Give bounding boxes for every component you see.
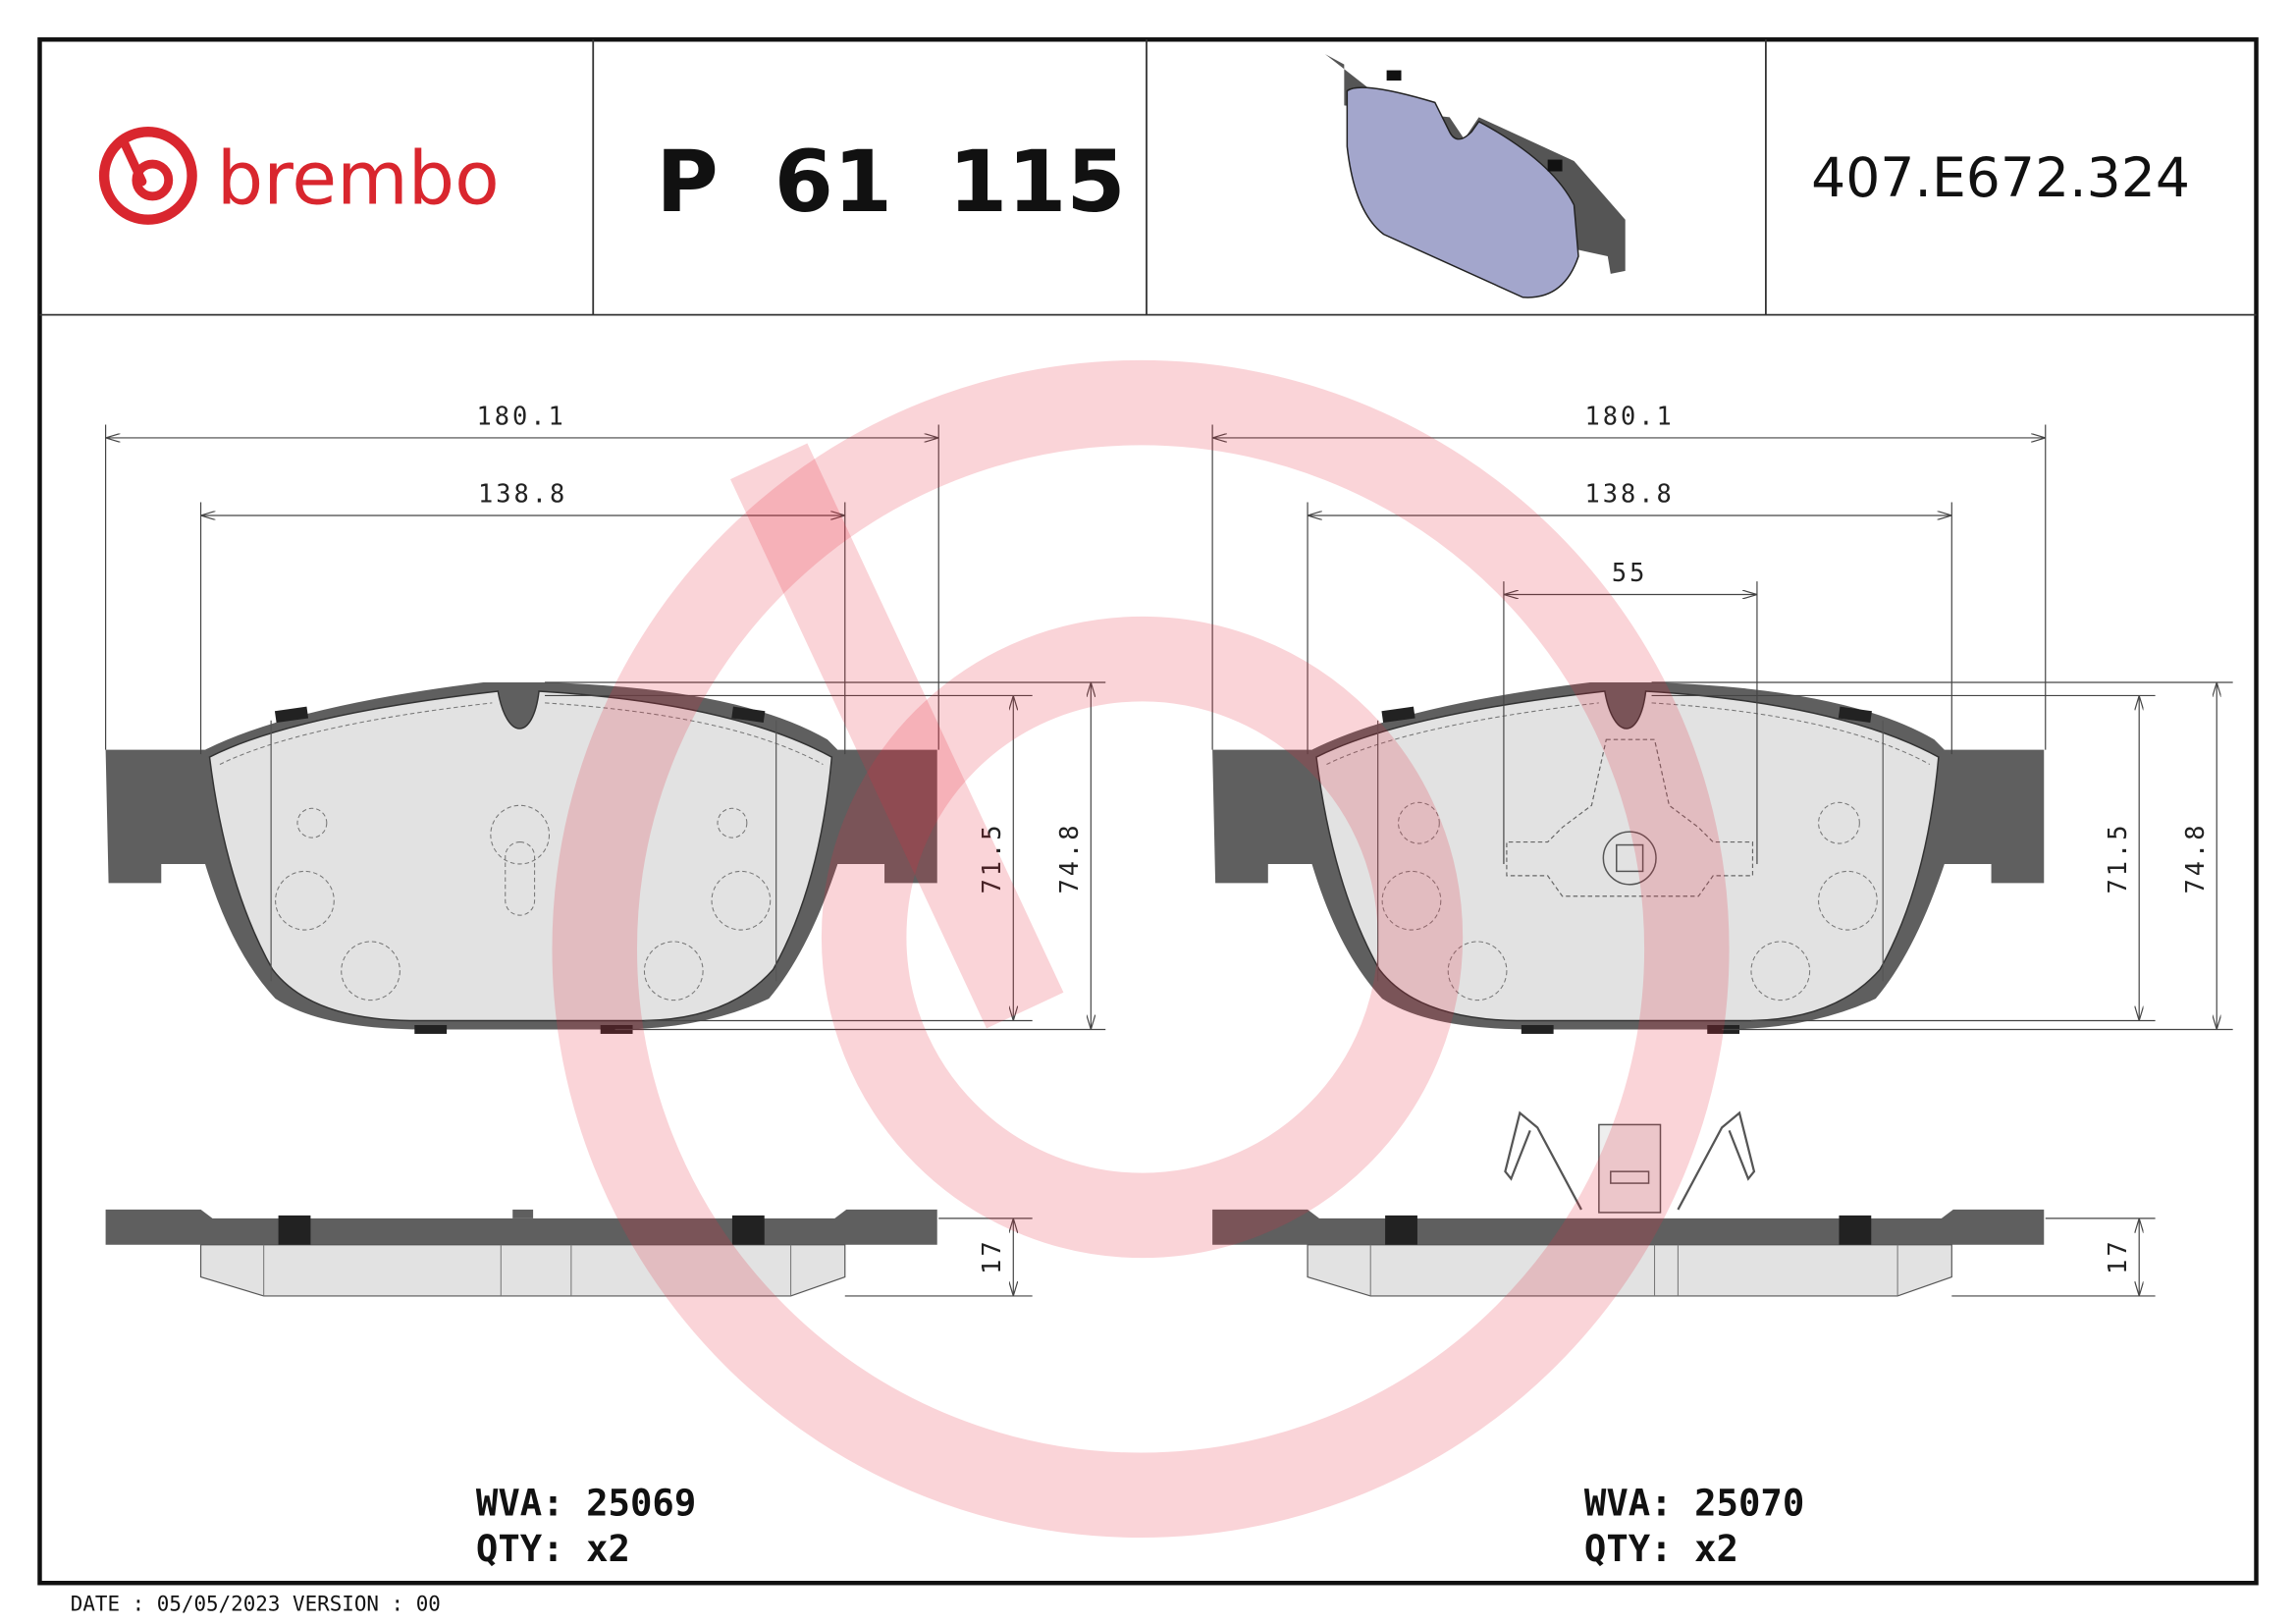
brand-name: brembo xyxy=(217,135,500,221)
dim-overall-height: 74.8 xyxy=(1054,822,1084,893)
left-wva-label: WVA: xyxy=(476,1482,564,1525)
dim-friction-width: 138.8 xyxy=(478,479,567,509)
dim-thickness: 17 xyxy=(2103,1238,2132,1273)
reference-number: 407.E672.324 xyxy=(1811,147,2190,210)
right-wva-label: WVA: xyxy=(1584,1482,1673,1525)
right-pad-dimensions: 180.1 138.8 55 71.5 74.8 xyxy=(1211,402,2233,1031)
left-pad-side-view: 17 xyxy=(104,1209,1033,1297)
svg-text:WVA: 25070: WVA: 25070 xyxy=(1584,1482,1804,1525)
brembo-logo: brembo xyxy=(98,127,500,225)
brembo-logo-icon xyxy=(98,127,197,225)
dim-sensor-width: 55 xyxy=(1612,558,1647,587)
dim-overall-width: 180.1 xyxy=(477,402,566,431)
left-wva-value: 25069 xyxy=(586,1482,696,1525)
right-pad-front-view xyxy=(1211,681,2046,1035)
wear-sensor xyxy=(1506,738,1754,897)
svg-text:WVA: 25069: WVA: 25069 xyxy=(476,1482,696,1525)
pad-3d-render xyxy=(1324,54,1626,298)
left-pad-front-view xyxy=(104,681,938,1035)
right-pad-side-view: 17 xyxy=(1211,1110,2156,1297)
dim-overall-width: 180.1 xyxy=(1585,402,1675,431)
right-qty-label: QTY: xyxy=(1584,1527,1673,1570)
sheet-frame xyxy=(37,37,2259,1586)
dim-friction-width: 138.8 xyxy=(1585,479,1675,509)
dim-friction-height: 71.5 xyxy=(2103,822,2132,893)
footer-date-version: DATE : 05/05/2023 VERSION : 00 xyxy=(71,1593,441,1616)
right-qty-value: x2 xyxy=(1694,1527,1738,1570)
svg-text:QTY: x2: QTY: x2 xyxy=(476,1527,630,1570)
brembo-watermark xyxy=(552,359,1730,1539)
left-qty-value: x2 xyxy=(586,1527,630,1570)
spring-clip xyxy=(1504,1110,1756,1214)
svg-text:QTY: x2: QTY: x2 xyxy=(1584,1527,1738,1570)
dim-friction-height: 71.5 xyxy=(977,822,1006,893)
left-pad-dimensions: 180.1 138.8 71.5 74.8 xyxy=(105,402,1106,1031)
left-qty-label: QTY: xyxy=(476,1527,564,1570)
part-number: P 61 115 xyxy=(656,134,1125,232)
dim-thickness: 17 xyxy=(977,1238,1006,1273)
dim-overall-height: 74.8 xyxy=(2180,822,2210,893)
right-wva-value: 25070 xyxy=(1694,1482,1804,1525)
